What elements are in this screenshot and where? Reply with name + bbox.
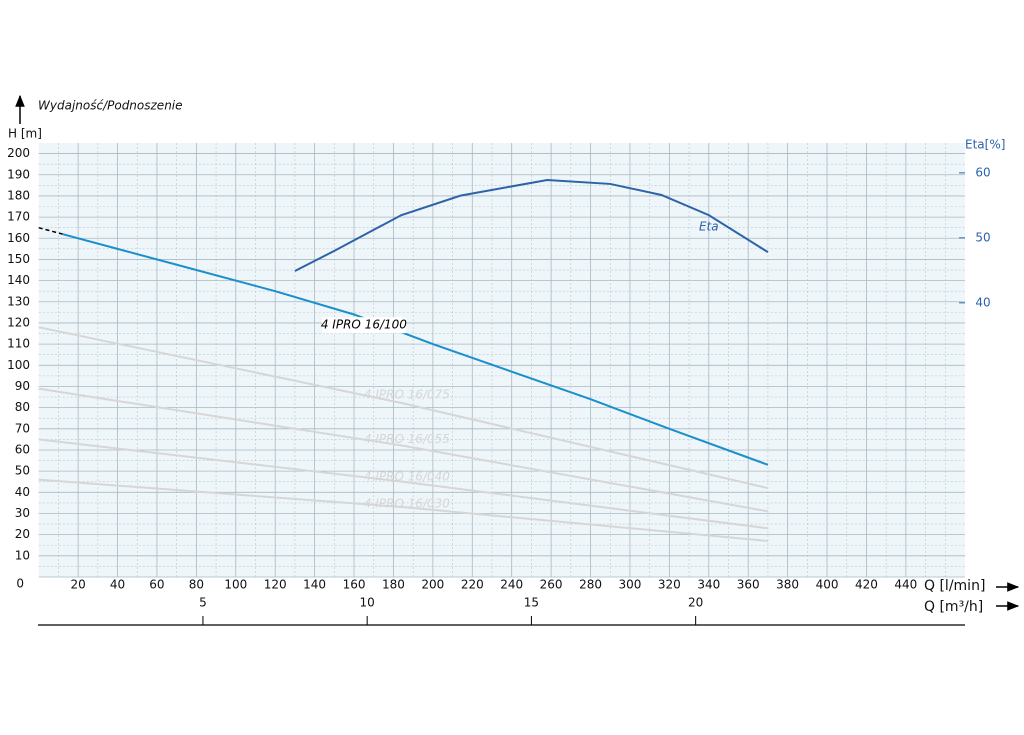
y-tick-label: 120 [7, 315, 30, 329]
x-tick-label: 240 [500, 578, 523, 592]
y-tick-label: 40 [15, 485, 30, 499]
chart-title: Wydajność/Podnoszenie [38, 99, 183, 113]
series-line [38, 387, 769, 513]
y2-axis-label: Eta[%] [965, 138, 1005, 152]
x-tick-label: 320 [658, 578, 681, 592]
y-axis-label: H [m] [8, 127, 42, 141]
y-tick-label: 20 [15, 527, 30, 541]
x2-tick-label: 20 [688, 596, 703, 610]
x-tick-label: 80 [189, 578, 204, 592]
x-tick-label: 180 [382, 578, 405, 592]
x-tick-label: 220 [461, 578, 484, 592]
x-tick-label: 40 [110, 578, 125, 592]
series-label: Eta [699, 220, 719, 234]
series-line [294, 179, 769, 272]
y-tick-label: 100 [7, 358, 30, 372]
y-tick-label: 80 [15, 400, 30, 414]
y-tick-label: 150 [7, 252, 30, 266]
x-tick-label: 340 [697, 578, 720, 592]
x2-tick-label: 10 [360, 596, 375, 610]
y-tick-label: 10 [15, 548, 30, 562]
x-tick-label: 120 [264, 578, 287, 592]
x-tick-label: 20 [70, 578, 85, 592]
series-line [38, 438, 769, 530]
y-tick-label: 130 [7, 294, 30, 308]
series-label: 4 IPRO 16/030 [364, 497, 450, 511]
y-tick-label: 30 [15, 506, 30, 520]
x2-tick-label: 15 [524, 596, 539, 610]
series-label: 4 IPRO 16/055 [364, 432, 450, 446]
x-tick-label: 200 [421, 578, 444, 592]
y-tick-label: 110 [7, 337, 30, 351]
series-line [38, 478, 769, 543]
y2-tick-label: 60 [975, 165, 990, 179]
x-tick-label: 380 [776, 578, 799, 592]
y-tick-label: 190 [7, 167, 30, 181]
y-tick-label: 170 [7, 210, 30, 224]
x-tick-label: 160 [343, 578, 366, 592]
plot-area [38, 143, 965, 577]
x-tick-label: 400 [816, 578, 839, 592]
series-label: 4 IPRO 16/040 [364, 470, 450, 484]
x2-axis-label: Q [m³/h] [924, 599, 983, 615]
x-tick-label: 440 [894, 578, 917, 592]
y-tick-label: 50 [15, 464, 30, 478]
series-label: 4 IPRO 16/100 [321, 318, 407, 332]
label-bg [321, 317, 406, 334]
y-tick-label: 200 [7, 146, 30, 160]
y-tick-label: 140 [7, 273, 30, 287]
x-tick-label: 420 [855, 578, 878, 592]
x-tick-label: 260 [540, 578, 563, 592]
y-tick-label: 0 [16, 577, 24, 591]
x-axis-label: Q [l/min] [924, 578, 985, 594]
x-tick-label: 300 [619, 578, 642, 592]
x-tick-label: 100 [224, 578, 247, 592]
y-tick-label: 90 [15, 379, 30, 393]
x-tick-label: 360 [737, 578, 760, 592]
x2-tick-label: 5 [199, 596, 207, 610]
y-tick-label: 70 [15, 421, 30, 435]
series-line [38, 326, 769, 490]
y2-tick-label: 50 [975, 230, 990, 244]
y-tick-label: 60 [15, 442, 30, 456]
x-tick-label: 60 [149, 578, 164, 592]
x-tick-label: 140 [303, 578, 326, 592]
series-label: 4 IPRO 16/075 [364, 388, 450, 402]
y2-tick-label: 40 [975, 295, 990, 309]
y-tick-label: 160 [7, 231, 30, 245]
x-tick-label: 280 [579, 578, 602, 592]
y-tick-label: 180 [7, 188, 30, 202]
